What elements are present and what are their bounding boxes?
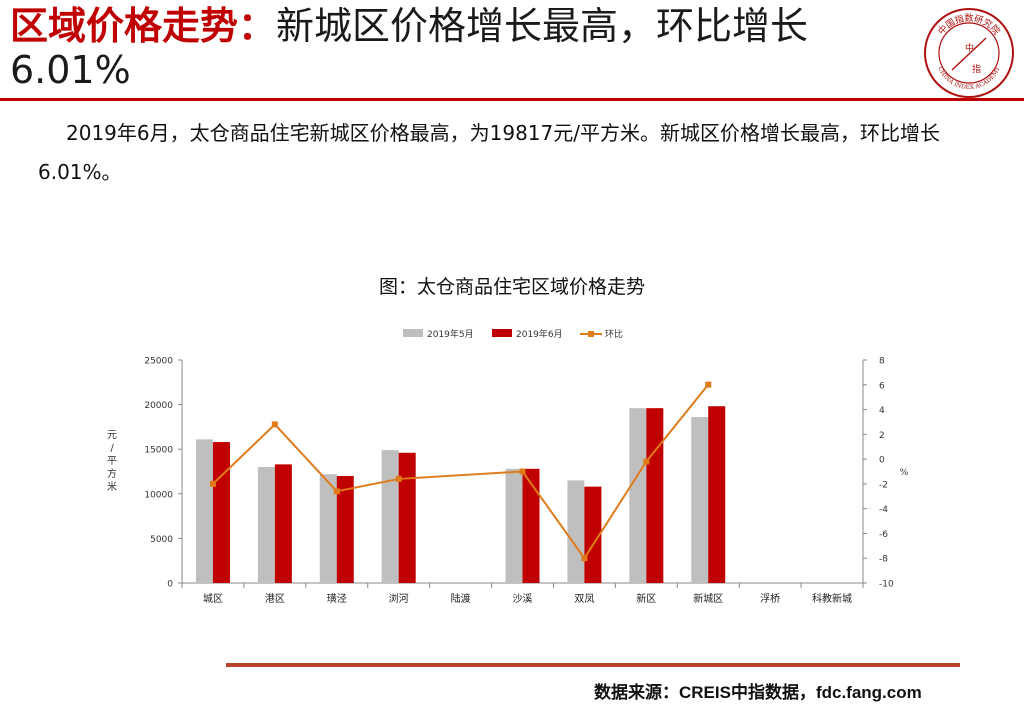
bar-may [567, 480, 585, 583]
logo-center-top: 中 [965, 42, 974, 54]
mom-point [705, 381, 712, 388]
mom-line [212, 384, 710, 561]
left-tick-label: 25000 [144, 357, 173, 367]
right-tick-label: -2 [879, 480, 888, 490]
mom-point [581, 555, 588, 562]
page-title-accent: 区域价格走势： [10, 4, 277, 48]
y2-axis-label: % [900, 468, 909, 478]
category-label: 城区 [203, 593, 223, 605]
category-label: 港区 [265, 593, 285, 605]
page-title: 区域价格走势：新城区价格增长最高，环比增长6.01% [10, 4, 910, 92]
mom-point [395, 475, 402, 482]
y-axis-label-char: 平 [107, 456, 117, 467]
right-tick-label: 2 [879, 431, 885, 441]
bar-june [646, 408, 664, 583]
data-source: 数据来源：CREIS中指数据，fdc.fang.com [594, 683, 922, 702]
category-label: 新城区 [693, 592, 723, 605]
left-tick-label: 15000 [144, 446, 173, 456]
right-tick-label: 6 [879, 381, 885, 391]
legend-marker-mom [588, 331, 594, 337]
legend-label-june: 2019年6月 [516, 328, 563, 340]
bar-june [522, 468, 540, 583]
bar-may [691, 417, 709, 583]
bar-may [505, 468, 523, 583]
right-tick-label: -8 [879, 555, 888, 565]
page-title-rest: 新城区价格增长最高，环比增长6.01% [10, 4, 809, 92]
legend-label-may: 2019年5月 [427, 328, 474, 340]
y-axis-label-char: 方 [107, 467, 117, 480]
bar-may [629, 408, 647, 583]
right-tick-label: 4 [879, 406, 885, 416]
legend-label-mom: 环比 [605, 328, 623, 340]
china-index-academy-logo: 中国指数研究院 CHINA INDEX ACADEMY 中 指 [924, 8, 1014, 98]
category-label: 科教新城 [812, 592, 852, 605]
bar-may [381, 450, 399, 583]
left-tick-label: 10000 [144, 490, 173, 500]
right-tick-label: -6 [879, 530, 888, 540]
mom-point [643, 458, 650, 465]
right-tick-label: -4 [879, 505, 888, 515]
right-tick-label: 0 [879, 456, 885, 466]
left-tick-label: 5000 [150, 535, 173, 545]
bar-may [195, 439, 213, 583]
legend-swatch-may [403, 329, 423, 337]
mom-point [333, 488, 340, 495]
bar-june [212, 442, 230, 583]
bar-june [398, 452, 416, 583]
price-trend-chart: 0 5000 10000 15000 20000 25000 -10 -8 -6 -4 -2 0 2 4 6… [107, 328, 909, 605]
mom-point [209, 480, 216, 487]
bar-june [336, 475, 354, 583]
bar-june [584, 486, 602, 583]
bar-june [708, 406, 726, 583]
footer-divider [226, 663, 960, 667]
bar-june [274, 464, 292, 583]
legend-swatch-june [492, 329, 512, 337]
category-label: 浏河 [389, 592, 409, 605]
right-tick-label: 8 [879, 357, 885, 367]
bar-may [319, 474, 337, 583]
left-tick-label: 0 [167, 580, 173, 590]
category-label: 陆渡 [451, 592, 471, 605]
category-label: 璜泾 [327, 592, 347, 605]
title-underline [0, 98, 1024, 101]
logo-center-bottom: 指 [972, 63, 981, 75]
y-axis-label-char: / [110, 443, 114, 454]
category-label: 双凤 [574, 593, 594, 605]
mom-point [519, 468, 526, 475]
bar-may [257, 467, 275, 583]
mom-point [271, 421, 278, 428]
right-tick-label: -10 [879, 580, 894, 590]
summary-paragraph: 2019年6月，太仓商品住宅新城区价格最高，为19817元/平方米。新城区价格增… [38, 121, 940, 184]
y-axis-label-char: 元 [107, 430, 117, 441]
category-label: 沙溪 [513, 593, 533, 605]
left-tick-label: 20000 [144, 401, 173, 411]
y-axis-label-char: 米 [107, 480, 117, 493]
chart-heading: 图：太仓商品住宅区域价格走势 [378, 276, 645, 298]
category-label: 浮桥 [760, 593, 780, 605]
category-label: 新区 [636, 592, 656, 605]
